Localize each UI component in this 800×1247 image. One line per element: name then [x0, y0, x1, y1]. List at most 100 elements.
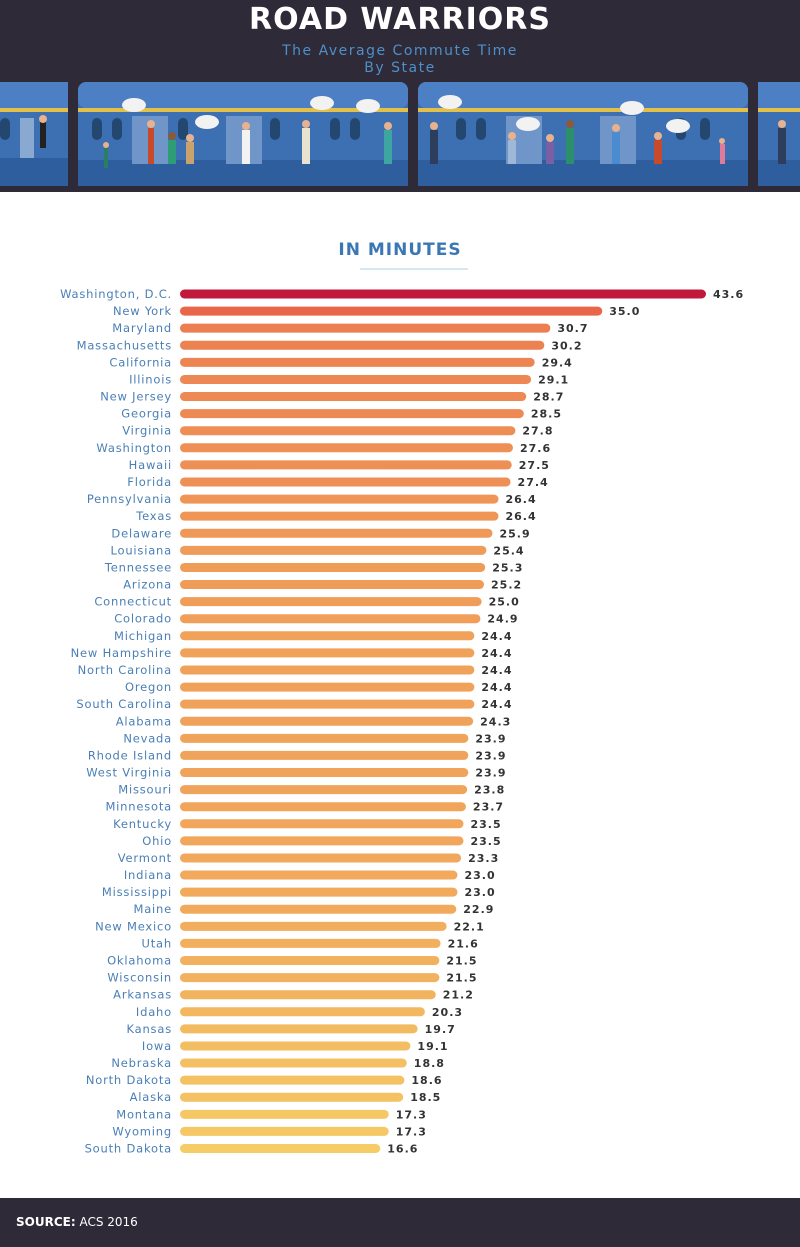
state-label: Delaware — [111, 526, 172, 540]
value-label: 23.7 — [473, 801, 504, 814]
bar — [180, 1144, 381, 1153]
bar — [180, 494, 499, 504]
bar — [180, 819, 464, 829]
state-label: Wisconsin — [107, 971, 172, 985]
value-label: 24.4 — [481, 630, 512, 643]
value-label: 19.7 — [425, 1023, 456, 1036]
value-label: 27.5 — [519, 459, 550, 472]
state-label: Kentucky — [113, 817, 172, 831]
state-label: Hawaii — [129, 458, 172, 472]
state-label: Utah — [142, 936, 172, 950]
train-car-right-partial — [758, 82, 800, 186]
state-label: South Dakota — [85, 1142, 172, 1156]
bar — [180, 733, 469, 743]
state-label: Texas — [135, 509, 172, 523]
state-label: Illinois — [129, 372, 172, 386]
bar — [180, 1024, 418, 1034]
page-title: ROAD WARRIORS — [249, 2, 551, 37]
state-label: Ohio — [142, 834, 172, 848]
bar — [180, 392, 527, 402]
value-label: 21.2 — [443, 989, 474, 1002]
value-label: 24.4 — [481, 647, 512, 660]
state-label: New Jersey — [100, 390, 172, 404]
state-label: Alaska — [130, 1090, 172, 1104]
state-label: Colorado — [114, 612, 172, 626]
state-label: Vermont — [118, 851, 172, 865]
state-label: West Virginia — [86, 766, 172, 780]
state-label: Arkansas — [113, 988, 172, 1002]
value-label: 24.3 — [480, 715, 511, 728]
bar — [180, 1075, 405, 1085]
state-label: Michigan — [114, 629, 172, 643]
commute-bar-chart: Washington, D.C. 43.6 New York 35.0 Maryland… — [60, 287, 744, 1156]
footer: SOURCE: ACS 2016 — [0, 1198, 800, 1247]
source-note: SOURCE: ACS 2016 — [16, 1215, 138, 1229]
value-label: 25.4 — [493, 544, 524, 557]
state-label: Minnesota — [105, 800, 172, 814]
bar — [180, 768, 469, 778]
bar — [180, 990, 436, 1000]
subway-train-illustration — [0, 82, 800, 186]
value-label: 43.6 — [713, 288, 744, 301]
value-label: 23.0 — [464, 886, 495, 899]
state-label: North Carolina — [78, 663, 172, 677]
train-car-middle-left — [78, 82, 408, 186]
bar — [180, 785, 468, 795]
value-label: 18.6 — [411, 1074, 442, 1087]
value-label: 18.8 — [414, 1057, 445, 1070]
bar — [180, 887, 458, 897]
value-label: 17.3 — [396, 1125, 427, 1138]
state-label: New Mexico — [95, 919, 172, 933]
value-label: 25.3 — [492, 561, 523, 574]
bar — [180, 904, 457, 914]
state-label: Kansas — [126, 1022, 172, 1036]
value-label: 21.6 — [448, 937, 479, 950]
value-label: 24.4 — [481, 681, 512, 694]
bar — [180, 631, 475, 641]
bar — [180, 682, 475, 692]
bar — [180, 562, 486, 572]
value-label: 25.0 — [489, 596, 520, 609]
state-label: Rhode Island — [88, 748, 172, 762]
bar — [180, 665, 475, 675]
bar — [180, 853, 462, 863]
value-label: 25.2 — [491, 579, 522, 592]
bar — [180, 426, 516, 436]
bar — [180, 716, 474, 726]
value-label: 23.9 — [475, 767, 506, 780]
bar — [180, 956, 440, 966]
bar — [180, 699, 475, 709]
state-label: Iowa — [142, 1039, 172, 1053]
bar — [180, 802, 466, 812]
value-label: 25.9 — [499, 527, 530, 540]
bar — [180, 870, 458, 880]
state-label: Mississippi — [102, 885, 172, 899]
bar — [180, 511, 499, 521]
value-label: 23.5 — [471, 835, 502, 848]
unit-label: IN MINUTES — [338, 240, 462, 260]
train-car-left-partial — [0, 82, 68, 186]
bar — [180, 443, 513, 453]
state-label: Montana — [116, 1107, 172, 1121]
state-label: Nevada — [123, 731, 172, 745]
bar — [180, 528, 493, 538]
bar — [180, 460, 512, 470]
value-label: 20.3 — [432, 1006, 463, 1019]
value-label: 23.0 — [464, 869, 495, 882]
state-label: Massachusetts — [77, 338, 172, 352]
state-label: Oklahoma — [107, 954, 172, 968]
state-label: Louisiana — [111, 543, 173, 557]
value-label: 27.6 — [520, 442, 551, 455]
value-label: 22.9 — [463, 903, 494, 916]
bar — [180, 1041, 411, 1051]
unit-underline — [360, 268, 468, 270]
subtitle-line-2: By State — [364, 60, 436, 76]
train-car-middle-right — [418, 82, 748, 186]
state-label: Pennsylvania — [87, 492, 172, 506]
bar — [180, 648, 475, 658]
value-label: 35.0 — [609, 305, 640, 318]
value-label: 24.9 — [487, 613, 518, 626]
state-label: Indiana — [124, 868, 172, 882]
value-label: 27.4 — [518, 476, 549, 489]
value-label: 24.4 — [481, 664, 512, 677]
